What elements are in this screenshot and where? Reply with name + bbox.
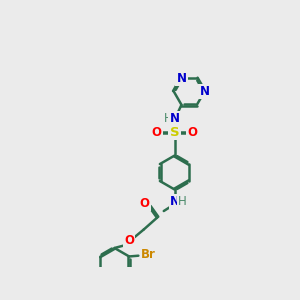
Text: H: H [178,195,187,208]
Text: N: N [170,195,180,208]
Text: S: S [170,126,179,139]
Text: O: O [140,197,149,210]
Text: N: N [200,85,210,98]
Text: N: N [176,72,187,85]
Text: O: O [187,126,197,139]
Text: Br: Br [141,248,156,261]
Text: O: O [124,234,134,247]
Text: H: H [164,112,173,125]
Text: O: O [152,126,162,139]
Text: N: N [169,112,179,125]
